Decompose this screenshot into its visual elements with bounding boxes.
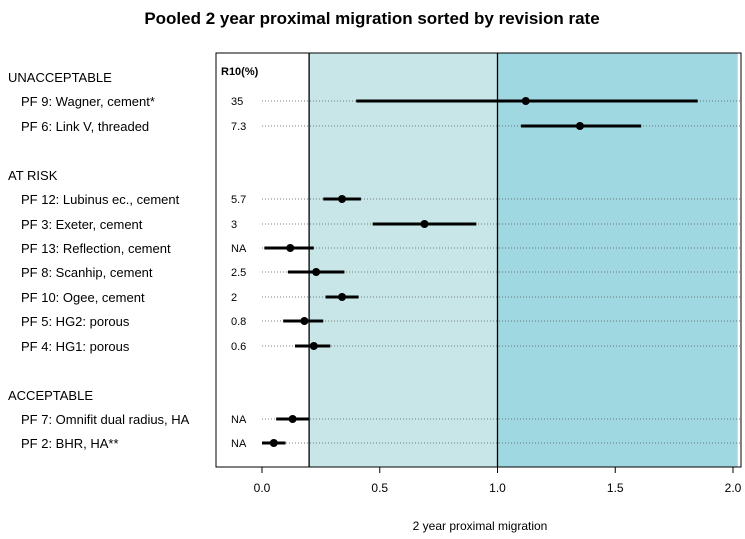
point-estimate	[575, 122, 584, 130]
r10-value: NA	[231, 438, 247, 450]
point-estimate	[288, 415, 297, 423]
row-label: PF 2: BHR, HA**	[21, 436, 119, 451]
zone-band-1	[309, 53, 498, 467]
r10-value: NA	[231, 243, 247, 255]
point-estimate	[309, 342, 318, 350]
row-label: PF 10: Ogee, cement	[21, 290, 145, 305]
row-label: PF 12: Lubinus ec., cement	[21, 192, 180, 207]
r10-value: NA	[231, 414, 247, 426]
point-estimate	[312, 268, 321, 276]
x-tick-label: 2.0	[725, 481, 742, 495]
row-label: PF 6: Link V, threaded	[21, 119, 149, 134]
point-estimate	[286, 244, 295, 252]
point-estimate	[338, 195, 347, 203]
r10-value: 35	[231, 96, 243, 108]
r10-value: 0.6	[231, 341, 246, 353]
x-tick-label: 1.0	[489, 481, 506, 495]
row-label: PF 8: Scanhip, cement	[21, 265, 153, 280]
x-tick-label: 0.0	[254, 481, 271, 495]
x-tick-label: 0.5	[371, 481, 388, 495]
point-estimate	[300, 317, 309, 325]
row-label: PF 13: Reflection, cement	[21, 241, 171, 256]
row-label: PF 7: Omnifit dual radius, HA	[21, 412, 190, 427]
r10-column-header: R10(%)	[221, 66, 259, 78]
x-tick-label: 1.5	[607, 481, 624, 495]
r10-value: 2.5	[231, 267, 246, 279]
r10-value: 5.7	[231, 194, 246, 206]
row-label: PF 4: HG1: porous	[21, 339, 130, 354]
chart-title: Pooled 2 year proximal migration sorted …	[144, 9, 599, 28]
r10-value: 7.3	[231, 121, 246, 133]
point-estimate	[420, 220, 429, 228]
group-label: UNACCEPTABLE	[8, 70, 112, 85]
zone-band-2	[497, 53, 738, 467]
r10-value: 2	[231, 292, 237, 304]
r10-value: 3	[231, 219, 237, 231]
r10-value: 0.8	[231, 316, 246, 328]
point-estimate	[521, 97, 530, 105]
point-estimate	[269, 439, 278, 447]
x-axis-label: 2 year proximal migration	[413, 519, 548, 533]
row-label: PF 9: Wagner, cement*	[21, 94, 155, 109]
point-estimate	[338, 293, 347, 301]
row-label: PF 3: Exeter, cement	[21, 217, 143, 232]
group-label: ACCEPTABLE	[8, 388, 93, 403]
group-label: AT RISK	[8, 168, 58, 183]
row-label: PF 5: HG2: porous	[21, 314, 130, 329]
